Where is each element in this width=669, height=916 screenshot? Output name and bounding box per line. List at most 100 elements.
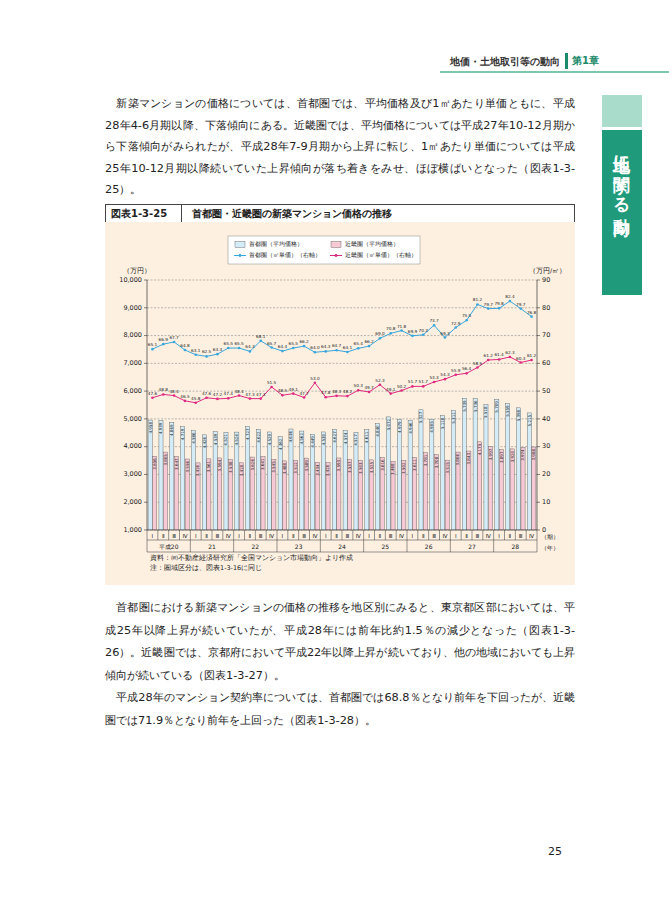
x-tick-label: Ⅳ [356, 533, 362, 539]
x-divider [255, 530, 256, 540]
line-marker [281, 350, 284, 353]
bar [527, 413, 531, 530]
bar-label: 5,559 [505, 405, 510, 417]
y-tick-label: 3,000 [123, 470, 142, 478]
x-tick-label: Ⅰ [152, 533, 154, 539]
x-tick-label: Ⅳ [399, 533, 405, 539]
x-divider [147, 530, 148, 552]
line-label: 68.1 [256, 334, 266, 339]
bar-label: 3,647 [174, 458, 179, 470]
bar [224, 432, 228, 530]
line-label: 51.5 [267, 380, 277, 385]
bar-label: 3,556 [185, 461, 190, 473]
bar [191, 430, 195, 530]
line-label: 47.8 [321, 390, 331, 395]
line-label: 65.5 [289, 341, 299, 346]
bar [516, 408, 520, 530]
line-label: 79.8 [494, 301, 504, 306]
bar-label: 5,215 [527, 414, 532, 426]
y-tick [144, 391, 147, 392]
line-label: 73.7 [429, 318, 439, 323]
bar-label: 4,719 [180, 428, 185, 440]
line-label: 64.3 [321, 344, 331, 349]
bar [159, 421, 163, 530]
x-divider [320, 530, 321, 552]
x-tick-label: Ⅳ [486, 533, 492, 539]
line-label: 66.2 [364, 339, 374, 344]
bar [354, 432, 358, 530]
body-text: 首都圏における新築マンションの価格の推移を地区別にみると、東京都区部においては、… [105, 597, 575, 733]
page-number: 25 [548, 845, 562, 858]
bar [445, 460, 449, 530]
line-marker [368, 345, 371, 348]
bar [185, 459, 189, 530]
line-label: 66.9 [159, 337, 169, 342]
line-label: 64.3 [245, 344, 255, 349]
line-label: 53.0 [310, 376, 320, 381]
line-label: 61.2 [484, 353, 494, 358]
bar-label: 4,539 [213, 433, 218, 445]
y-tick [144, 446, 147, 447]
bar [202, 435, 206, 530]
y-tick-label: 6,000 [123, 387, 142, 395]
x-tick-label: Ⅲ [389, 533, 393, 539]
y2-tick-label: 20 [542, 470, 550, 478]
legend-marker [239, 254, 242, 257]
y-axis-label: （万円） [123, 267, 151, 275]
x-divider [277, 530, 278, 552]
line-label: 50.3 [354, 383, 364, 388]
year-label: 22 [252, 543, 260, 550]
x-tick-label: Ⅱ [379, 533, 382, 539]
bar-label: 4,979 [397, 421, 402, 433]
bar-label: 3,488 [282, 462, 287, 474]
x-tick-label: Ⅰ [238, 533, 240, 539]
bar [170, 423, 174, 530]
bar-label: 3,538 [228, 461, 233, 473]
line-marker [292, 392, 295, 395]
bar-label: 4,175 [477, 443, 482, 455]
line-marker [173, 394, 176, 397]
y-tick [144, 474, 147, 475]
line-label: 72.9 [451, 321, 461, 326]
y2-axis [537, 280, 538, 530]
bar-label: 4,562 [299, 433, 304, 445]
y2-tick-label: 10 [542, 498, 550, 506]
x-tick-label: Ⅱ [162, 533, 165, 539]
bar-label: 5,518 [483, 406, 488, 418]
y2-tick-label: 60 [542, 359, 550, 367]
line-marker [487, 359, 490, 362]
x-divider [201, 530, 202, 540]
bar-label: 3,988 [531, 449, 536, 461]
x-tick-label: Ⅰ [325, 533, 327, 539]
line-marker [270, 386, 273, 389]
legend-label: 近畿圏（平均価格） [345, 240, 399, 248]
line-marker [205, 396, 208, 399]
line-label: 65.4 [354, 341, 364, 346]
x-tick-label: Ⅲ [172, 533, 176, 539]
line-label: 63.1 [191, 348, 201, 353]
bar-label: 4,727 [245, 428, 250, 440]
line-label: 70.8 [386, 326, 396, 331]
bar-label: 5,327 [418, 411, 423, 423]
bar [239, 463, 243, 530]
line-label: 65.7 [267, 341, 277, 346]
bar [311, 434, 315, 530]
x-divider [190, 530, 191, 552]
y-tick-label: 8,000 [123, 331, 142, 339]
line-marker [314, 381, 317, 384]
side-tab-top [602, 95, 642, 127]
grid-line [147, 307, 537, 308]
line-label: 60.3 [516, 356, 526, 361]
line-marker [368, 391, 371, 394]
line-marker [498, 307, 501, 310]
y2-tick [537, 280, 540, 281]
bar-label: 3,468 [390, 463, 395, 475]
bar [430, 419, 434, 530]
y2-tick-label: 50 [542, 387, 550, 395]
bar-label: 5,739 [462, 400, 467, 412]
bar [478, 442, 482, 530]
bar-label: 4,939 [158, 422, 163, 434]
grid-line [147, 280, 537, 281]
line-marker [303, 345, 306, 348]
line-marker [249, 397, 252, 400]
